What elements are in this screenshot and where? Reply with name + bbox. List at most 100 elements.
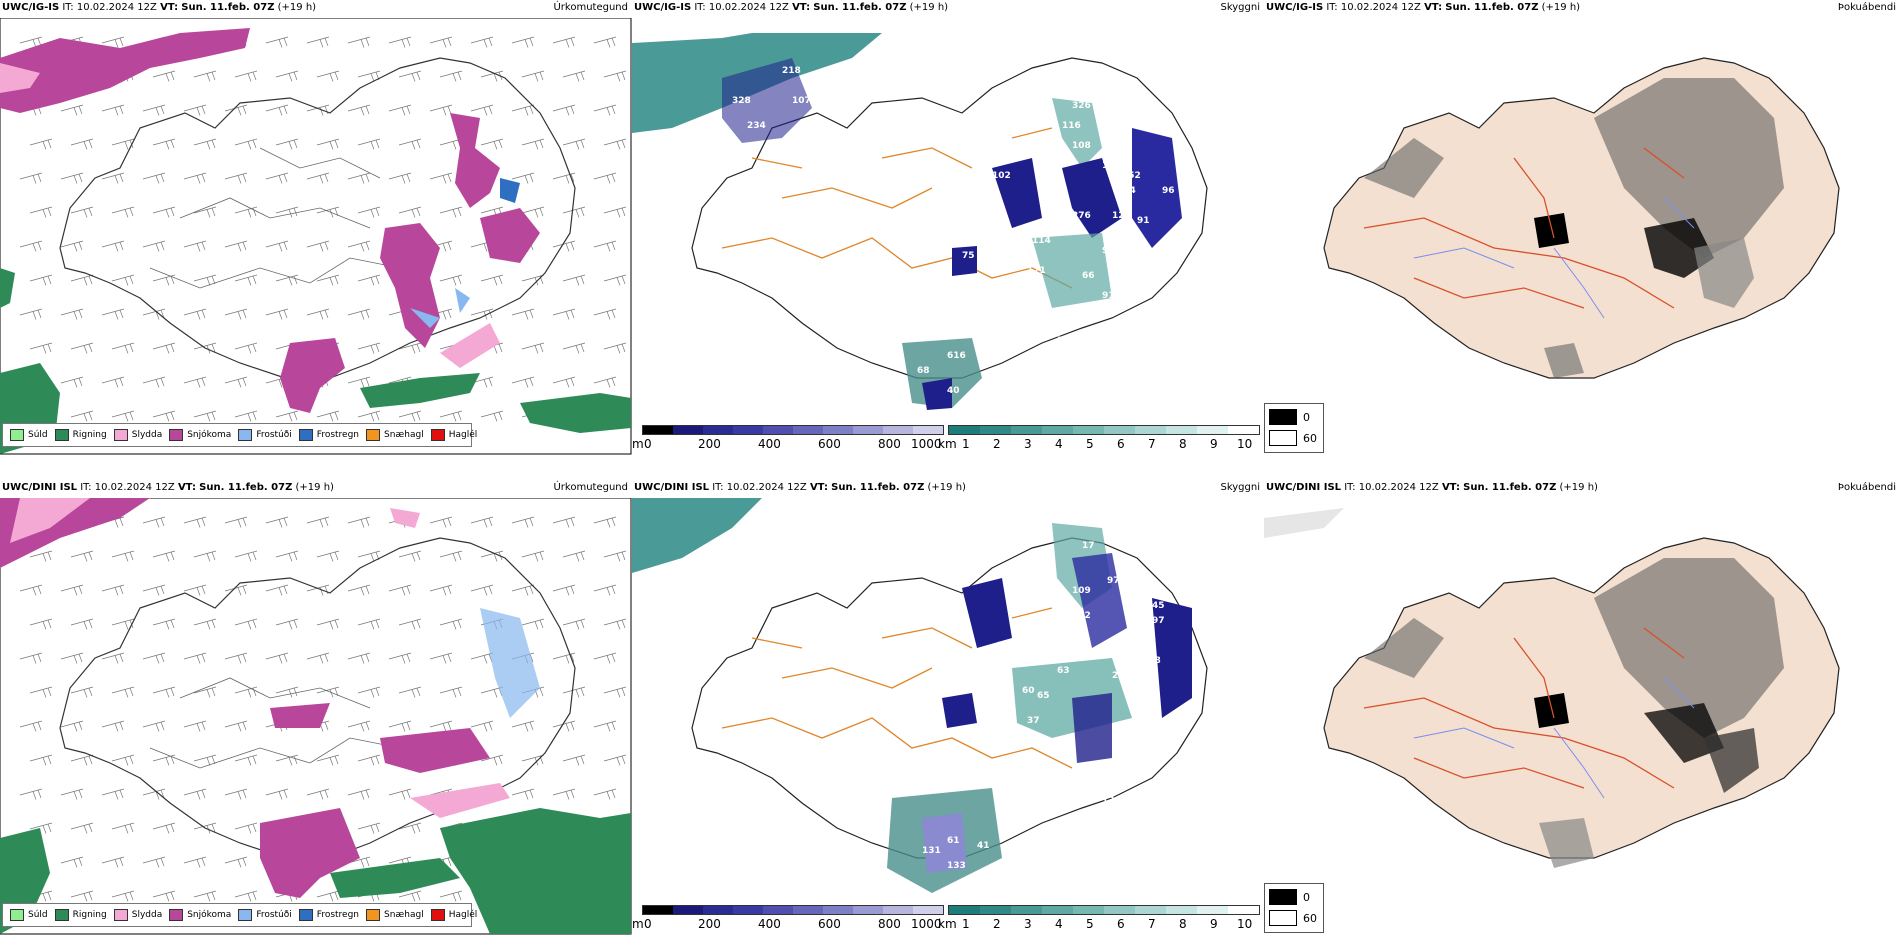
visibility-value: 102 xyxy=(992,171,1011,181)
scale-label: 0 xyxy=(644,917,652,931)
wind-barb xyxy=(511,172,535,184)
wind-barb xyxy=(603,550,627,562)
visibility-value: 131 xyxy=(922,846,941,856)
wind-barb xyxy=(183,720,207,732)
wind-barb xyxy=(29,822,53,834)
visibility-value: 82 xyxy=(997,641,1010,651)
wind-barb xyxy=(111,274,135,286)
legend-item-snow: Snjókoma xyxy=(169,429,231,441)
wind-barb xyxy=(224,308,248,320)
wind-barb xyxy=(593,240,617,252)
wind-barb xyxy=(316,410,340,422)
legend-item-sould: Súld xyxy=(10,429,48,441)
scale-unit-km: km xyxy=(938,917,957,931)
visibility-value: 60 xyxy=(1022,686,1035,696)
wind-barb xyxy=(183,516,207,528)
wind-barb xyxy=(19,584,43,596)
visibility-value: 70 xyxy=(1052,221,1065,231)
wind-barb xyxy=(357,206,381,218)
wind-barb xyxy=(70,274,94,286)
wind-barb xyxy=(142,516,166,528)
wind-barb xyxy=(398,550,422,562)
wind-barb xyxy=(562,138,586,150)
wind-barb xyxy=(552,788,576,800)
wind-barb xyxy=(347,104,371,116)
wind-barb xyxy=(142,376,166,388)
wind-barb xyxy=(142,240,166,252)
legend-item-sleet: Slydda xyxy=(113,429,162,441)
wind-barb xyxy=(275,138,299,150)
visibility-value: 65 xyxy=(1102,781,1115,791)
scale-label: 400 xyxy=(758,437,781,451)
wind-barb xyxy=(70,890,94,902)
wind-barb xyxy=(439,206,463,218)
wind-barb xyxy=(603,686,627,698)
legend-item-hail: Haglél xyxy=(430,909,477,921)
legend-item-rain: Rigning xyxy=(54,909,107,921)
wind-barb xyxy=(470,36,494,48)
wind-barb xyxy=(193,138,217,150)
visibility-value: 57 xyxy=(1177,151,1190,161)
wind-barb xyxy=(111,410,135,422)
wind-barb xyxy=(552,652,576,664)
visibility-value: 37 xyxy=(1027,716,1040,726)
wind-barb xyxy=(101,240,125,252)
legend-item-freezing-rain: Frostregn xyxy=(298,429,359,441)
wind-barb xyxy=(265,36,289,48)
fog-index-map xyxy=(1264,508,1840,868)
wind-barb xyxy=(603,274,627,286)
wind-barb xyxy=(224,788,248,800)
wind-barb xyxy=(29,274,53,286)
wind-barb xyxy=(398,342,422,354)
wind-barb xyxy=(357,138,381,150)
visibility-value: 75 xyxy=(1112,271,1125,281)
visibility-value: 101 xyxy=(782,141,801,151)
wind-barb xyxy=(388,172,412,184)
visibility-value: 62 xyxy=(1117,151,1130,161)
panel-header: UWC/DINI ISL IT: 10.02.2024 12Z VT: Sun.… xyxy=(634,482,966,493)
wind-barb xyxy=(142,308,166,320)
wind-barb xyxy=(429,516,453,528)
wind-barb xyxy=(19,172,43,184)
wind-barb xyxy=(234,410,258,422)
wind-barb xyxy=(316,618,340,630)
visibility-value: 106 xyxy=(987,666,1006,676)
wind-barb xyxy=(593,516,617,528)
wind-barb xyxy=(60,104,84,116)
wind-barb xyxy=(603,754,627,766)
wind-barb xyxy=(19,652,43,664)
visibility-value: 100 xyxy=(1042,191,1061,201)
wind-barb xyxy=(152,890,176,902)
panel-title: Úrkomutegund xyxy=(553,2,628,13)
wind-barb xyxy=(347,36,371,48)
wind-barb xyxy=(142,104,166,116)
visibility-value: 29 xyxy=(1112,671,1125,681)
wind-barb xyxy=(265,172,289,184)
wind-barb xyxy=(470,104,494,116)
wind-barb xyxy=(60,720,84,732)
wind-barb xyxy=(265,652,289,664)
wind-barb xyxy=(152,550,176,562)
wind-barb xyxy=(388,584,412,596)
visibility-value: 61 xyxy=(947,836,960,846)
wind-barb xyxy=(70,342,94,354)
visibility-value: 276 xyxy=(1072,211,1091,221)
visibility-value: 97 xyxy=(1107,576,1120,586)
visibility-value: 45 xyxy=(1152,601,1165,611)
wind-barb xyxy=(347,240,371,252)
wind-barb xyxy=(111,890,135,902)
scale-label: 9 xyxy=(1210,917,1218,931)
wind-barb xyxy=(152,822,176,834)
visibility-scale: m 0 200 400 600 800 1000 km 1 2 3 4 5 6 … xyxy=(632,425,1264,453)
wind-barb xyxy=(316,138,340,150)
wind-barb xyxy=(439,550,463,562)
wind-barb xyxy=(60,308,84,320)
wind-barb xyxy=(603,618,627,630)
wind-barb xyxy=(70,138,94,150)
wind-barb xyxy=(70,206,94,218)
wind-barb xyxy=(29,550,53,562)
wind-barb xyxy=(593,308,617,320)
visibility-value: 108 xyxy=(1072,141,1091,151)
wind-barb xyxy=(234,274,258,286)
wind-barb xyxy=(552,376,576,388)
